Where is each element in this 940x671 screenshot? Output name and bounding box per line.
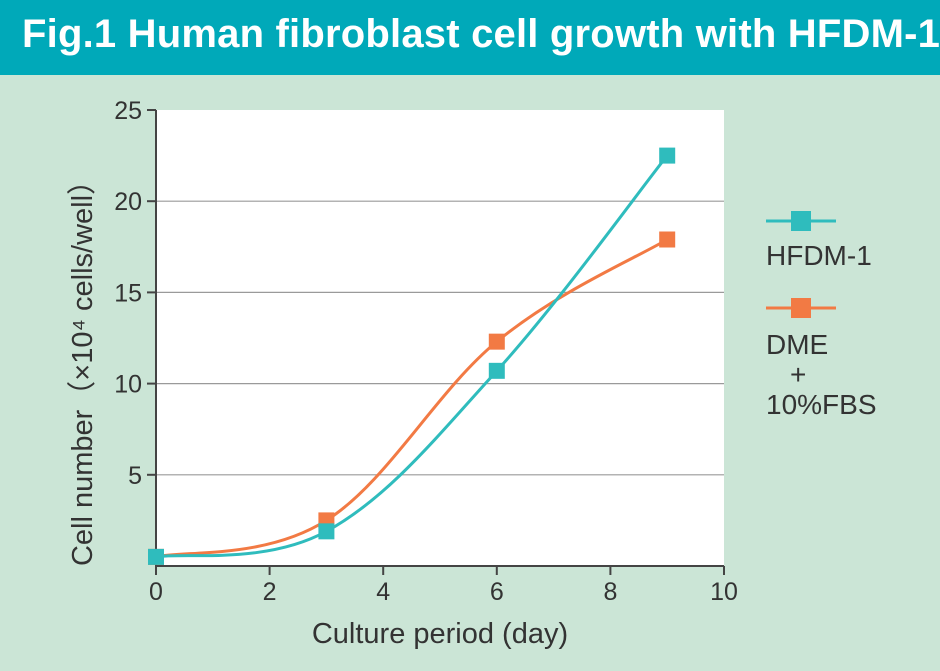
- legend-marker-hfdm: [791, 211, 811, 231]
- x-tick-label-4: 4: [376, 578, 390, 606]
- chart-title: Fig.1 Human fibroblast cell growth with …: [22, 12, 940, 56]
- x-tick-label-8: 8: [603, 578, 617, 606]
- y-tick-label-20: 20: [114, 188, 142, 216]
- series-line-dme: [155, 238, 668, 559]
- plot-area: [156, 110, 724, 566]
- x-tick-label-6: 6: [490, 578, 504, 606]
- y-tick-label-15: 15: [114, 279, 142, 307]
- marker-hfdm-day-9: [659, 147, 676, 164]
- legend-label-hfdm: HFDM-1: [766, 240, 872, 271]
- series-line-hfdm: [155, 154, 669, 559]
- legend-label-fbs: 10%FBS: [766, 389, 877, 420]
- x-tick-label-10: 10: [710, 578, 738, 606]
- x-tick-label-2: 2: [263, 578, 277, 606]
- marker-hfdm-day-6: [488, 362, 505, 379]
- legend-label-dme: DME: [766, 329, 829, 360]
- y-tick-label-10: 10: [114, 371, 142, 399]
- marker-hfdm-day-3: [318, 523, 335, 540]
- marker-hfdm-day-0: [148, 548, 164, 565]
- marker-dme-day-9: [659, 231, 676, 248]
- legend-label-plus: +: [790, 359, 807, 390]
- y-axis-label: Cell number（×10⁴ cells/well）: [67, 166, 99, 566]
- x-axis-label: Culture period (day): [312, 618, 568, 650]
- y-tick-label-5: 5: [128, 462, 142, 490]
- legend-marker-dme: [791, 298, 811, 318]
- title-bar: Fig.1 Human fibroblast cell growth with …: [0, 0, 940, 75]
- x-tick-label-0: 0: [149, 578, 163, 606]
- marker-dme-day-6: [488, 333, 505, 350]
- y-tick-label-25: 25: [114, 97, 142, 125]
